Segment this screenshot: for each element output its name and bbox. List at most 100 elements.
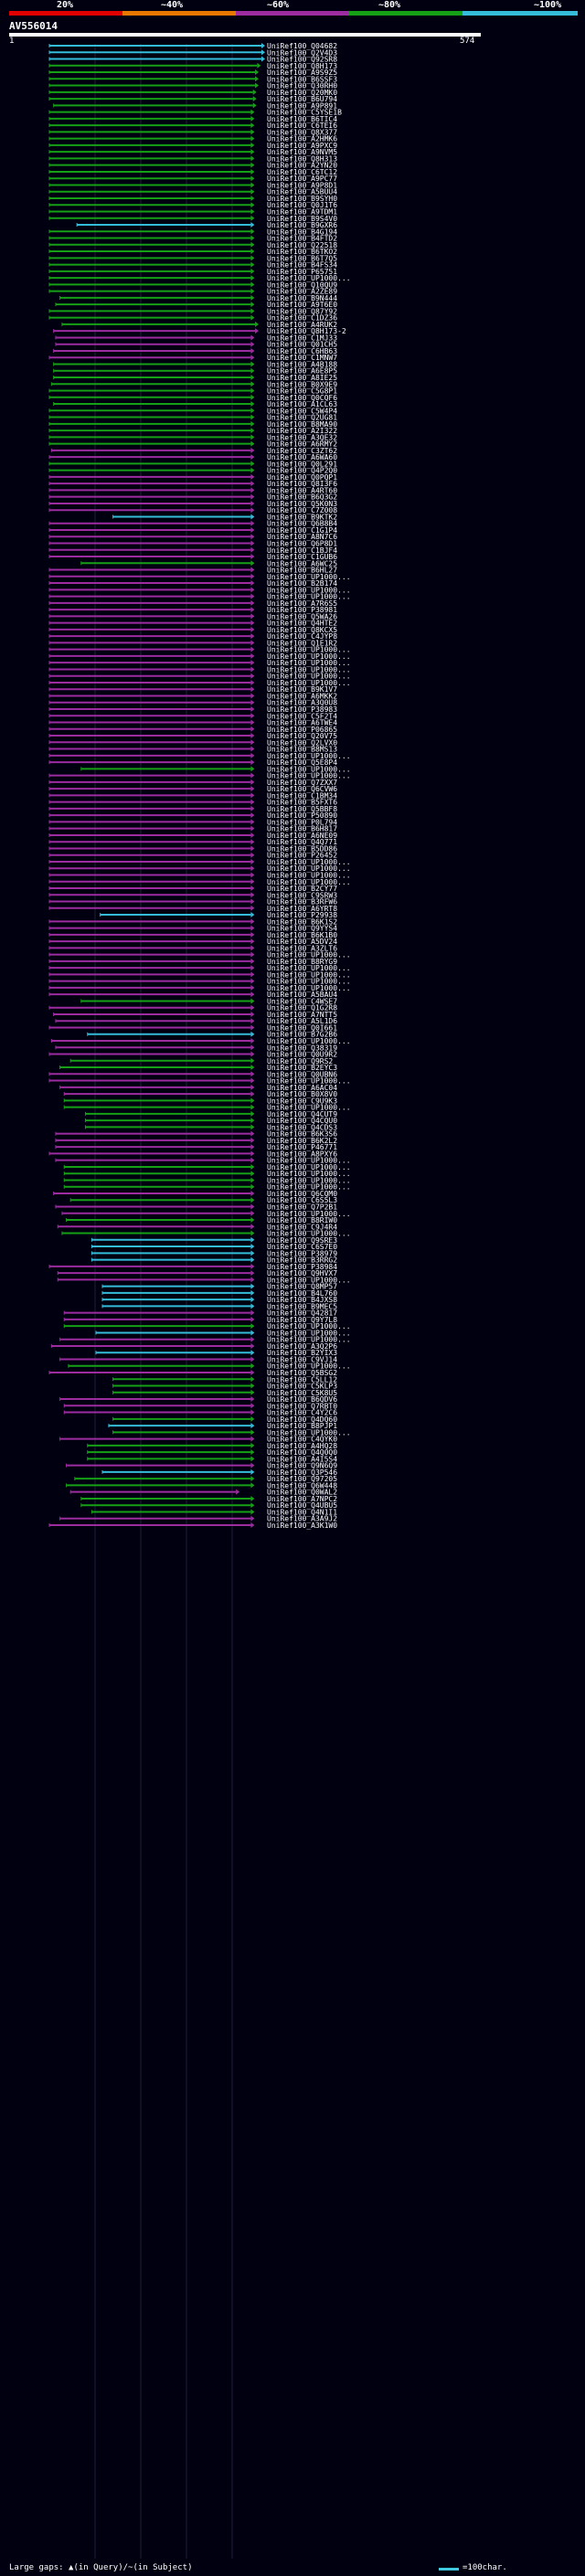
hit-label[interactable]: UniRef100_A6MKK2 [267, 692, 337, 700]
hit-label[interactable]: UniRef100_A7NPC2 [267, 1495, 337, 1503]
hit-label[interactable]: UniRef100_C1MJ33 [267, 334, 337, 342]
hit-label[interactable]: UniRef100_P38981 [267, 606, 337, 614]
hit-label[interactable]: UniRef100_UP1000... [267, 1104, 351, 1112]
hit-label[interactable]: UniRef100_UP1000... [267, 646, 351, 654]
hit-label[interactable]: UniRef100_Q4CUT9 [267, 1110, 337, 1118]
hit-label[interactable]: UniRef100_Q9HVX7 [267, 1269, 337, 1277]
hit-label[interactable]: UniRef100_Q7ZXX7 [267, 779, 337, 787]
hit-label[interactable]: UniRef100_C4QYK0 [267, 1436, 337, 1444]
hit-label[interactable]: UniRef100_Q20V75 [267, 732, 337, 740]
hit-label[interactable]: UniRef100_A6E8P5 [267, 367, 337, 376]
hit-label[interactable]: UniRef100_Q1E1R2 [267, 639, 337, 647]
hit-label[interactable]: UniRef100_B8RIW0 [267, 1216, 337, 1224]
hit-label[interactable]: UniRef100_B4FS34 [267, 261, 337, 270]
hit-label[interactable]: UniRef100_UP1000... [267, 765, 351, 773]
hit-label[interactable]: UniRef100_B5DD86 [267, 844, 337, 853]
hit-label[interactable]: UniRef100_C6S5L3 [267, 1196, 337, 1204]
hit-label[interactable]: UniRef100_B3RRG2 [267, 1256, 337, 1265]
hit-label[interactable]: UniRef100_A2HMK6 [267, 135, 337, 143]
hit-label[interactable]: UniRef100_UP1000... [267, 752, 351, 760]
hit-label[interactable]: UniRef100_B6TIC4 [267, 115, 337, 123]
hit-label[interactable]: UniRef100_B2CY77 [267, 885, 337, 893]
hit-label[interactable]: UniRef100_Q30RH0 [267, 82, 337, 90]
hit-label[interactable]: UniRef100_P06865 [267, 726, 337, 734]
hit-label[interactable]: UniRef100_UP1000... [267, 772, 351, 780]
hit-label[interactable]: UniRef100_C1BJF4 [267, 546, 337, 555]
hit-label[interactable]: UniRef100_A6AC04 [267, 1084, 337, 1092]
hit-label[interactable]: UniRef100_A7R6S5 [267, 599, 337, 608]
hit-label[interactable]: UniRef100_B0X9E9 [267, 380, 337, 388]
hit-label[interactable]: UniRef100_A9TDM1 [267, 208, 337, 217]
hit-label[interactable]: UniRef100_Q0L291 [267, 460, 337, 468]
hit-label[interactable]: UniRef100_C4WSE7 [267, 997, 337, 1005]
hit-label[interactable]: UniRef100_A3ZLT6 [267, 944, 337, 952]
hit-label[interactable]: UniRef100_A5DV24 [267, 938, 337, 946]
hit-label[interactable]: UniRef100_Q0PQP1 [267, 473, 337, 482]
hit-label[interactable]: UniRef100_Q7P2B1 [267, 1203, 337, 1212]
hit-label[interactable]: UniRef100_P0L794 [267, 818, 337, 826]
hit-label[interactable]: UniRef100_UP1000... [267, 858, 351, 866]
hit-label[interactable]: UniRef100_C5W4P4 [267, 407, 337, 415]
hit-label[interactable]: UniRef100_C7Z008 [267, 506, 337, 514]
hit-label[interactable]: UniRef100_UP1000... [267, 872, 351, 880]
hit-label[interactable]: UniRef100_Q4DQ60 [267, 1415, 337, 1424]
hit-label[interactable]: UniRef100_UP1000... [267, 573, 351, 581]
hit-label[interactable]: UniRef100_UP1000... [267, 964, 351, 972]
hit-label[interactable]: UniRef100_A6NE09 [267, 832, 337, 840]
hit-label[interactable]: UniRef100_Q7RBT0 [267, 1402, 337, 1410]
hit-label[interactable]: UniRef100_C3ZT62 [267, 447, 337, 455]
hit-label[interactable]: UniRef100_B7G2B6 [267, 1031, 337, 1039]
hit-label[interactable]: UniRef100_UP1000... [267, 593, 351, 601]
hit-label[interactable]: UniRef100_C5F2T4 [267, 712, 337, 720]
hit-label[interactable]: UniRef100_P38979 [267, 1249, 337, 1257]
hit-label[interactable]: UniRef100_UP1000... [267, 970, 351, 979]
hit-label[interactable]: UniRef100_A2ZE89 [267, 288, 337, 296]
hit-label[interactable]: UniRef100_B8RYG9 [267, 958, 337, 966]
hit-label[interactable]: UniRef100_Q9YYS4 [267, 925, 337, 933]
hit-label[interactable]: UniRef100_Q20MK0 [267, 89, 337, 97]
hit-label[interactable]: UniRef100_B9MEC5 [267, 1302, 337, 1310]
hit-label[interactable]: UniRef100_C5G8P1 [267, 387, 337, 396]
hit-label[interactable]: UniRef100_A4RT60 [267, 486, 337, 494]
hit-label[interactable]: UniRef100_UP1000... [267, 1362, 351, 1371]
hit-label[interactable]: UniRef100_C5YSE1B [267, 109, 342, 117]
hit-label[interactable]: UniRef100_C1G1P4 [267, 526, 337, 535]
hit-label[interactable]: UniRef100_Q5E8P4 [267, 758, 337, 767]
hit-label[interactable]: UniRef100_UP1000... [267, 864, 351, 873]
hit-label[interactable]: UniRef100_Q0CQF6 [267, 394, 337, 402]
hit-label[interactable]: UniRef100_A5L1D6 [267, 1017, 337, 1025]
hit-label[interactable]: UniRef100_A4RUK2 [267, 321, 337, 329]
hit-label[interactable]: UniRef100_A9PXC9 [267, 142, 337, 150]
hit-label[interactable]: UniRef100_Q6P8D1 [267, 540, 337, 548]
hit-label[interactable]: UniRef100_Q4Q0Q0 [267, 1448, 337, 1457]
hit-label[interactable]: UniRef100_UP1000... [267, 1230, 351, 1238]
hit-label[interactable]: UniRef100_A5BUU4 [267, 188, 337, 196]
hit-label[interactable]: UniRef100_A4HQ28 [267, 1442, 337, 1450]
hit-label[interactable]: UniRef100_C6HB63 [267, 347, 337, 355]
hit-label[interactable]: UniRef100_A4I5S4 [267, 1455, 337, 1463]
hit-label[interactable]: UniRef100_B2B174 [267, 579, 337, 588]
hit-label[interactable]: UniRef100_A3K1W0 [267, 1521, 337, 1530]
hit-label[interactable]: UniRef100_Q0UBN6 [267, 1070, 337, 1078]
hit-label[interactable]: UniRef100_UP1000... [267, 659, 351, 667]
hit-label[interactable]: UniRef100_B6K3S6 [267, 1130, 337, 1139]
hit-label[interactable]: UniRef100_A6RMY2 [267, 440, 337, 449]
hit-label[interactable]: UniRef100_Q0I661 [267, 1023, 337, 1032]
hit-label[interactable]: UniRef100_A3QE32 [267, 433, 337, 441]
hit-label[interactable]: UniRef100_UP1000... [267, 673, 351, 681]
hit-label[interactable]: UniRef100_UP1000... [267, 1183, 351, 1192]
hit-label[interactable]: UniRef100_B4L760 [267, 1289, 337, 1298]
hit-label[interactable]: UniRef100_A3A9J2 [267, 1515, 337, 1523]
hit-label[interactable]: UniRef100_Q2UG81 [267, 414, 337, 422]
hit-label[interactable]: UniRef100_UP1000... [267, 1329, 351, 1337]
hit-label[interactable]: UniRef100_B6QDV6 [267, 1395, 337, 1404]
hit-label[interactable]: UniRef100_B6HL27 [267, 567, 337, 575]
hit-label[interactable]: UniRef100_Q4UBU5 [267, 1501, 337, 1510]
hit-label[interactable]: UniRef100_UP1000... [267, 1163, 351, 1171]
hit-label[interactable]: UniRef100_UP1000... [267, 679, 351, 687]
hit-label[interactable]: UniRef100_B9GXR6 [267, 221, 337, 229]
hit-label[interactable]: UniRef100_Q3P546 [267, 1468, 337, 1477]
hit-label[interactable]: UniRef100_A9S9Z5 [267, 69, 337, 77]
hit-label[interactable]: UniRef100_Q8I3F6 [267, 480, 337, 488]
hit-label[interactable]: UniRef100_A9P8D1 [267, 181, 337, 189]
